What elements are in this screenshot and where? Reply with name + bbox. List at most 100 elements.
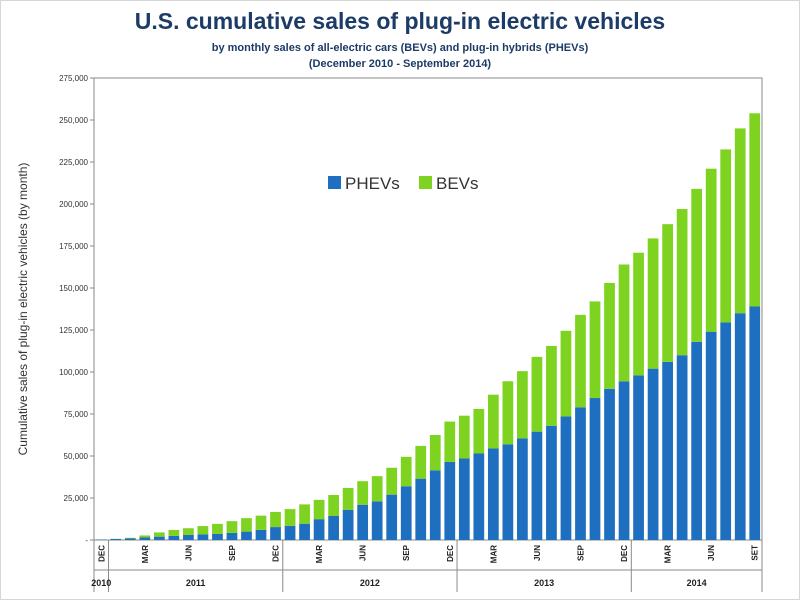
- bar-phev: [284, 525, 296, 540]
- bar-bev: [400, 456, 412, 487]
- bar-phev: [560, 416, 572, 540]
- legend-label-bev: BEVs: [436, 174, 479, 193]
- x-year-label: 2013: [534, 578, 554, 588]
- x-month-label: DEC: [97, 545, 106, 562]
- bar-bev: [662, 224, 673, 362]
- bar-phev: [168, 535, 180, 540]
- x-year-label: 2014: [687, 578, 707, 588]
- chart-date-range: (December 2010 - September 2014): [308, 58, 492, 70]
- bar-bev: [720, 149, 732, 323]
- y-tick-label: 150,000: [59, 284, 88, 293]
- bar-phev: [357, 504, 369, 540]
- legend-swatch-phev: [328, 176, 341, 189]
- bar-bev: [299, 504, 310, 524]
- bar-phev: [386, 494, 398, 540]
- x-year-label: 2012: [360, 578, 380, 588]
- bar-bev: [691, 188, 703, 342]
- x-month-label: MAR: [664, 545, 673, 563]
- bar-bev: [734, 128, 746, 314]
- bar-bev: [604, 282, 615, 389]
- bar-bev: [415, 445, 427, 479]
- bar-bev: [560, 330, 572, 417]
- x-year-label: 2010: [91, 578, 111, 588]
- x-month-label: SET: [751, 545, 760, 561]
- x-month-label: MAR: [489, 545, 498, 563]
- bar-phev: [575, 407, 586, 540]
- bar-phev: [270, 527, 281, 540]
- bar-bev: [531, 356, 543, 432]
- bar-phev: [313, 519, 325, 540]
- y-axis-label: Cumulative sales of plug-in electric veh…: [16, 163, 30, 456]
- bar-phev: [299, 523, 310, 540]
- bar-bev: [429, 435, 441, 471]
- x-month-label: DEC: [446, 545, 455, 562]
- bar-phev: [720, 322, 732, 540]
- bar-phev: [371, 501, 383, 540]
- chart-subtitle: by monthly sales of all-electric cars (B…: [211, 42, 589, 54]
- x-month-label: SEP: [576, 544, 585, 561]
- bar-phev: [691, 341, 703, 540]
- x-month-label: JUN: [707, 545, 716, 561]
- x-month-label: JUN: [359, 545, 368, 561]
- bar-bev: [357, 481, 369, 505]
- bar-bev: [212, 523, 223, 534]
- bar-bev: [647, 238, 659, 369]
- chart-title: U.S. cumulative sales of plug-in electri…: [134, 8, 666, 34]
- bar-bev: [618, 264, 630, 382]
- bar-phev: [734, 313, 746, 540]
- bar-phev: [589, 398, 601, 540]
- bar-bev: [226, 521, 238, 533]
- bar-bev: [168, 529, 180, 536]
- bar-phev: [604, 388, 615, 540]
- y-tick-label: 100,000: [59, 368, 88, 377]
- bar-phev: [415, 478, 427, 540]
- bar-bev: [386, 467, 398, 495]
- bar-bev: [139, 535, 151, 538]
- bar-bev: [676, 209, 688, 356]
- legend-swatch-bev: [419, 176, 432, 189]
- bar-bev: [284, 509, 296, 526]
- x-year-label: 2011: [186, 578, 206, 588]
- bar-bev: [546, 345, 557, 426]
- bar-bev: [749, 113, 761, 307]
- bar-phev: [705, 331, 717, 540]
- bar-phev: [749, 306, 761, 540]
- bar-phev: [342, 509, 354, 540]
- bar-phev: [647, 368, 659, 540]
- bar-phev: [531, 431, 543, 540]
- x-month-label: DEC: [620, 545, 629, 562]
- bar-phev: [139, 537, 151, 540]
- bar-bev: [371, 476, 383, 502]
- y-tick-label: 50,000: [64, 452, 89, 461]
- y-tick-label: 275,000: [59, 74, 88, 83]
- bar-bev: [255, 515, 267, 530]
- bar-phev: [124, 538, 136, 540]
- y-tick-label: -: [85, 536, 88, 545]
- bar-bev: [633, 252, 644, 376]
- bar-bev: [487, 394, 499, 449]
- x-month-label: JUN: [184, 545, 193, 561]
- bar-bev: [589, 301, 601, 399]
- bar-phev: [517, 438, 528, 540]
- x-month-label: MAR: [141, 545, 150, 563]
- bar-phev: [183, 534, 194, 540]
- bar-bev: [328, 494, 339, 516]
- x-month-label: MAR: [315, 545, 324, 563]
- bar-bev: [502, 381, 514, 445]
- x-month-label: SEP: [228, 544, 237, 561]
- bar-bev: [183, 528, 194, 535]
- bar-bev: [270, 511, 281, 528]
- bar-phev: [429, 470, 441, 540]
- bar-phev: [444, 461, 456, 540]
- y-tick-label: 200,000: [59, 200, 88, 209]
- bar-bev: [473, 408, 485, 454]
- bar-phev: [487, 448, 499, 540]
- bar-phev: [473, 453, 485, 540]
- bar-bev: [575, 314, 586, 408]
- y-tick-label: 250,000: [59, 116, 88, 125]
- bar-phev: [662, 361, 673, 540]
- plot-area: [93, 77, 763, 541]
- bar-bev: [313, 499, 325, 520]
- y-tick-label: 225,000: [59, 158, 88, 167]
